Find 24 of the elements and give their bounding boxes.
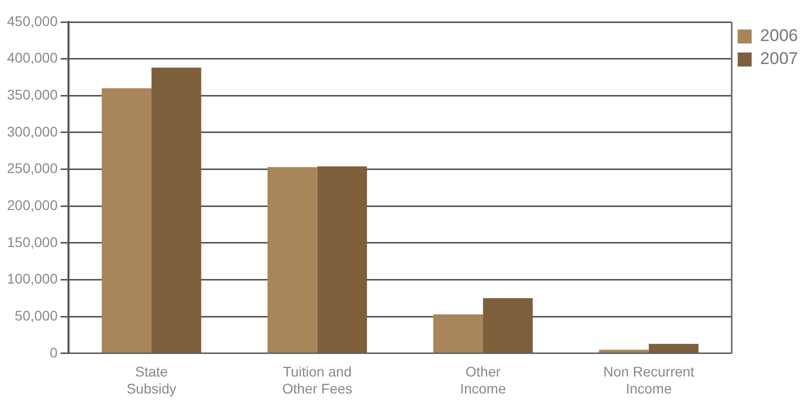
bar bbox=[102, 88, 152, 353]
x-tick-label: State Subsidy bbox=[126, 364, 176, 396]
y-tick-label: 400,000 bbox=[6, 50, 58, 66]
y-tick-label: 350,000 bbox=[6, 86, 58, 103]
y-tick-label: 150,000 bbox=[6, 234, 58, 250]
legend-label: 2007 bbox=[760, 49, 798, 68]
bar bbox=[317, 166, 367, 353]
legend-label: 2006 bbox=[760, 26, 798, 46]
y-tick-label: 0 bbox=[50, 344, 58, 360]
bar bbox=[483, 298, 533, 353]
bar bbox=[268, 167, 318, 353]
y-tick-label: 250,000 bbox=[6, 160, 58, 176]
bar bbox=[599, 350, 649, 353]
x-tick-label: Other Income bbox=[460, 364, 506, 396]
y-tick-label: 300,000 bbox=[6, 123, 58, 140]
bar bbox=[648, 344, 699, 353]
bar bbox=[433, 314, 484, 353]
y-tick-label: 200,000 bbox=[6, 196, 58, 213]
x-tick-label: Non Recurrent Income bbox=[603, 364, 694, 396]
x-tick-label: Tuition and Other Fees bbox=[282, 364, 352, 396]
y-tick-label: 50,000 bbox=[14, 307, 58, 324]
y-tick-label: 450,000 bbox=[6, 12, 58, 29]
y-tick-label: 100,000 bbox=[6, 270, 58, 287]
bar bbox=[151, 68, 202, 353]
